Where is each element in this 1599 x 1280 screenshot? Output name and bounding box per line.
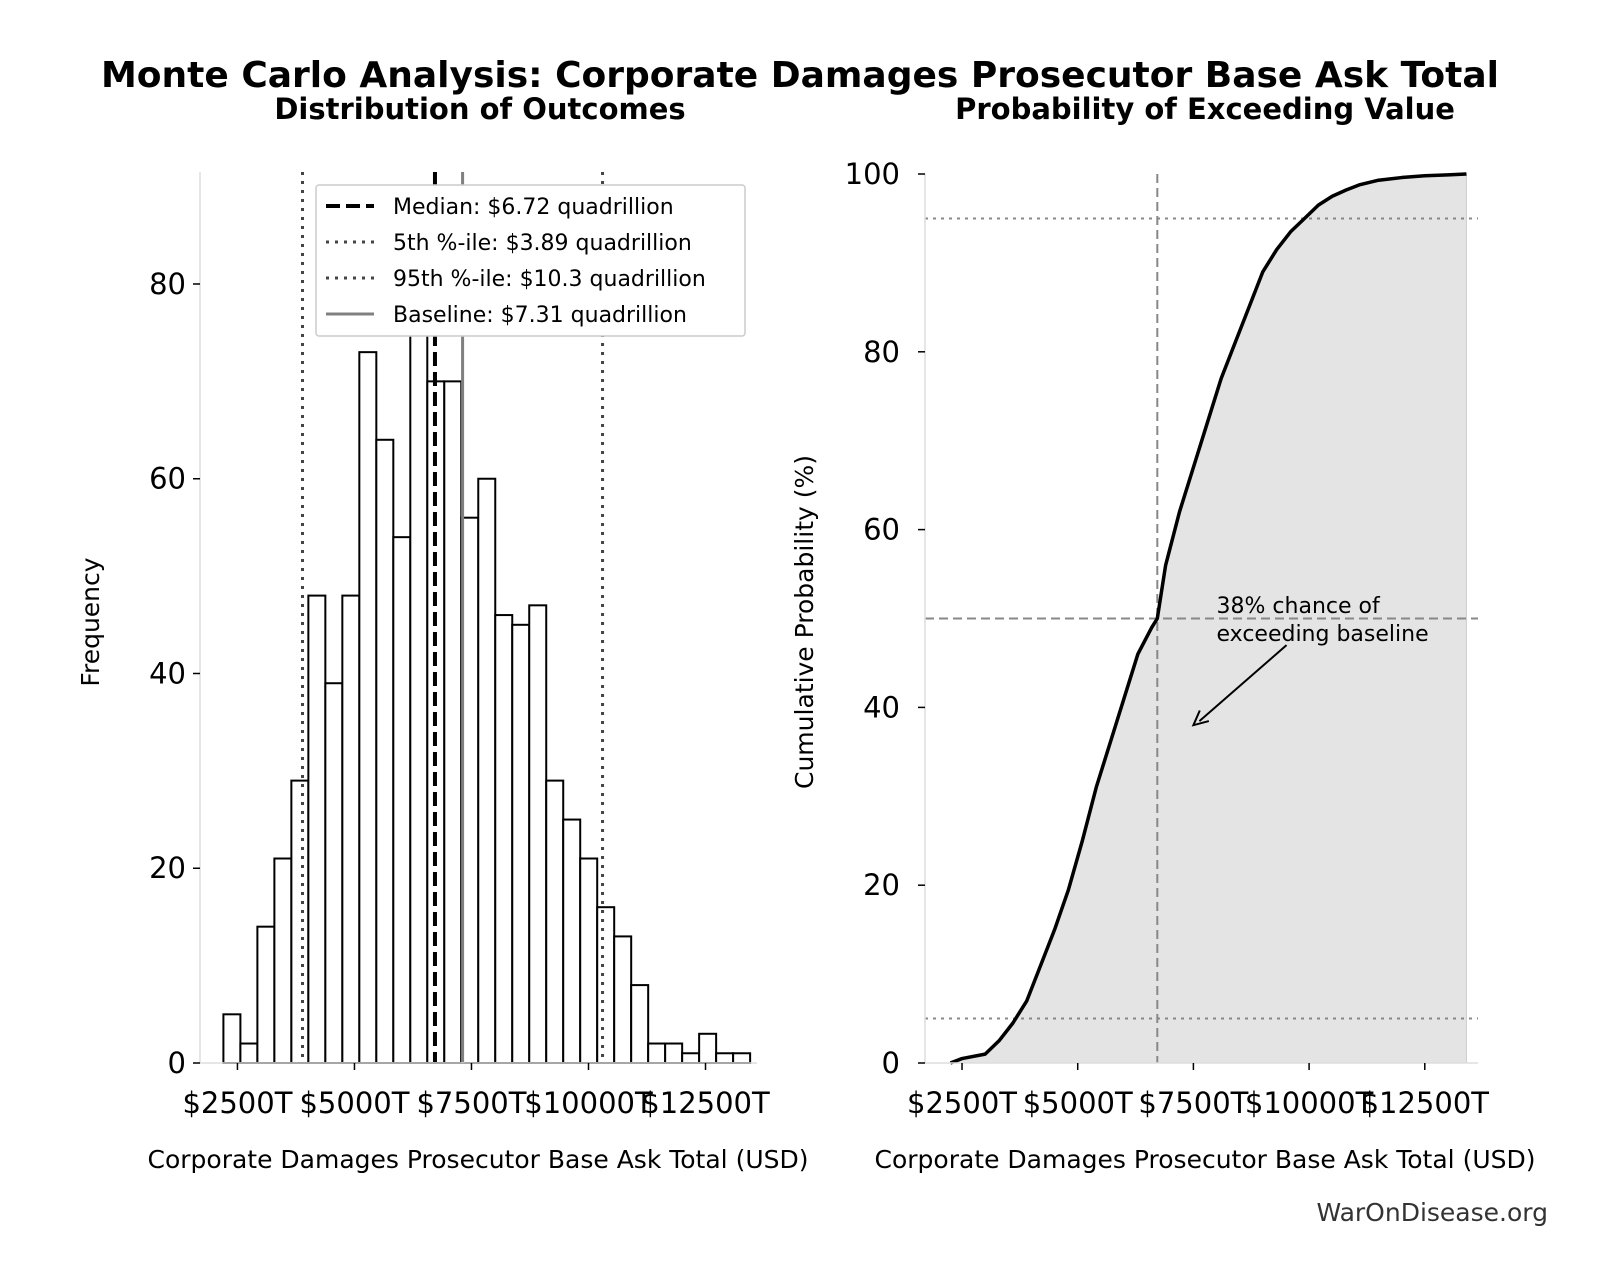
histogram-panel: Distribution of Outcomes 0 20 40 60 80 $2500T…	[76, 92, 809, 1174]
histogram-legend: Median: $6.72 quadrillion 5th %-ile: $3.8…	[315, 184, 746, 337]
histogram-bar	[511, 623, 531, 1064]
y-tick-label: 60	[149, 462, 186, 496]
histogram-bar	[443, 380, 463, 1064]
histogram-bar	[630, 984, 650, 1065]
cdf-axes: 0 20 40 60 80 100 $2500T $5000T $7500T$10000T$12…	[845, 157, 1490, 1120]
histogram-axes: 0 20 40 60 80 $2500T $5000T $7500T$10000T$12500…	[149, 172, 770, 1120]
histogram-bar	[681, 1052, 701, 1065]
y-tick-label: 80	[149, 267, 186, 301]
histogram-y-axis-label: Frequency	[76, 557, 105, 686]
histogram-bar	[664, 1042, 684, 1064]
x-tick-label: $10000T	[524, 1086, 653, 1120]
y-tick-label: 0	[168, 1046, 186, 1080]
x-tick-label: $7500T	[1138, 1086, 1248, 1120]
y-tick-label: 20	[149, 851, 186, 885]
histogram-bar	[732, 1052, 752, 1065]
x-tick-label: $2500T	[182, 1086, 292, 1120]
histogram-bar	[358, 351, 378, 1065]
x-tick-label: $2500T	[907, 1086, 1017, 1120]
cdf-title: Probability of Exceeding Value	[955, 92, 1455, 126]
histogram-bar	[545, 779, 565, 1064]
x-tick-label: $10000T	[1245, 1086, 1374, 1120]
legend-entry: Baseline: $7.31 quadrillion	[393, 303, 687, 328]
x-tick-label: $7500T	[416, 1086, 526, 1120]
histogram-bar	[494, 614, 514, 1064]
y-tick-label: 0	[882, 1046, 900, 1080]
annotation-text: 38% chance of	[1217, 594, 1381, 619]
histogram-bar	[715, 1052, 735, 1065]
legend-entry: 95th %-ile: $10.3 quadrillion	[393, 267, 706, 292]
x-tick-label: $5000T	[299, 1086, 409, 1120]
cdf-y-axis-label: Cumulative Probability (%)	[790, 455, 819, 789]
histogram-bar	[290, 779, 310, 1064]
histogram-bar	[698, 1032, 718, 1064]
legend-entry: 5th %-ile: $3.89 quadrillion	[393, 231, 692, 256]
histogram-bar	[307, 594, 327, 1064]
histogram-bar	[239, 1042, 259, 1064]
histogram-bar	[562, 818, 582, 1064]
y-tick-label: 80	[863, 335, 900, 369]
x-tick-label: $12500T	[641, 1086, 770, 1120]
y-tick-label: 100	[845, 157, 900, 191]
figure-title: Monte Carlo Analysis: Corporate Damages …	[101, 55, 1499, 96]
x-tick-label: $5000T	[1023, 1086, 1133, 1120]
histogram-bar	[375, 438, 395, 1065]
cdf-panel: Probability of Exceeding Value 0 20 40 60 80…	[790, 92, 1536, 1174]
histogram-bar	[647, 1042, 667, 1064]
histogram-bars	[222, 214, 752, 1065]
cdf-line	[949, 172, 1467, 1065]
x-tick-label: $12500T	[1361, 1086, 1490, 1120]
histogram-bar	[324, 682, 344, 1064]
y-tick-label: 40	[149, 656, 186, 690]
y-tick-label: 60	[863, 513, 900, 547]
histogram-bar	[392, 536, 412, 1064]
cdf-annotation: 38% chance of exceeding baseline	[1191, 594, 1429, 727]
histogram-bar	[596, 906, 616, 1064]
histogram-bar	[477, 477, 497, 1064]
histogram-bar	[341, 594, 361, 1064]
histogram-bar	[222, 1013, 242, 1064]
annotation-arrow-shaft	[1198, 644, 1288, 722]
histogram-title: Distribution of Outcomes	[274, 92, 685, 126]
histogram-bar	[273, 857, 293, 1064]
cdf-x-axis-label: Corporate Damages Prosecutor Base Ask To…	[875, 1145, 1536, 1174]
histogram-bar	[613, 935, 633, 1065]
histogram-x-axis-label: Corporate Damages Prosecutor Base Ask To…	[148, 1145, 809, 1174]
annotation-arrow-head	[1191, 710, 1210, 727]
annotation-text: exceeding baseline	[1217, 622, 1429, 647]
cdf-plot-area	[925, 172, 1478, 1065]
y-tick-label: 20	[863, 868, 900, 902]
histogram-bar	[579, 857, 599, 1064]
legend-entry: Median: $6.72 quadrillion	[393, 195, 674, 220]
y-tick-label: 40	[863, 690, 900, 724]
histogram-bar	[256, 925, 276, 1064]
histogram-bar	[409, 214, 429, 1064]
histogram-bar	[528, 604, 548, 1064]
watermark: WarOnDisease.org	[1316, 1198, 1548, 1227]
legend-box	[315, 184, 746, 337]
